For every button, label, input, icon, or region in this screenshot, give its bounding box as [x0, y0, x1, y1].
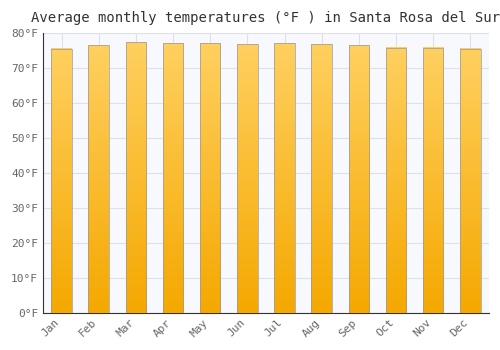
- Bar: [52, 49, 72, 313]
- Bar: [126, 42, 146, 313]
- Bar: [423, 48, 444, 313]
- Bar: [274, 43, 294, 313]
- Bar: [348, 46, 369, 313]
- Bar: [200, 43, 220, 313]
- Bar: [88, 46, 109, 313]
- Bar: [237, 44, 258, 313]
- Title: Average monthly temperatures (°F ) in Santa Rosa del Sur: Average monthly temperatures (°F ) in Sa…: [32, 11, 500, 25]
- Bar: [386, 48, 406, 313]
- Bar: [163, 43, 184, 313]
- Bar: [460, 49, 480, 313]
- Bar: [312, 44, 332, 313]
